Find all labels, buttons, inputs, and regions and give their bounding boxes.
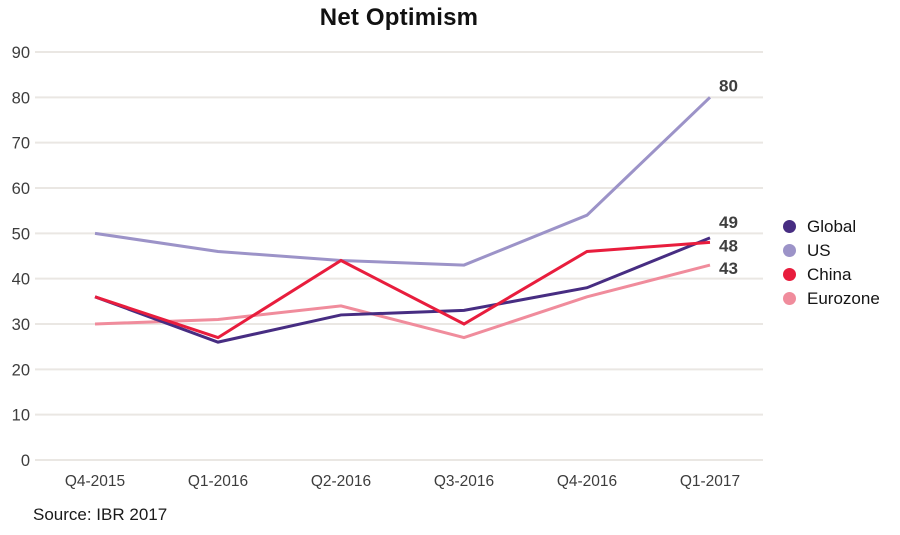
- y-tick-label: 60: [12, 180, 30, 198]
- x-tick-label: Q2-2016: [311, 473, 371, 490]
- legend-label-global: Global: [807, 216, 857, 236]
- end-value-label-global: 49: [719, 213, 738, 232]
- legend-label-us: US: [807, 240, 831, 260]
- legend-label-eurozone: Eurozone: [807, 288, 880, 308]
- x-tick-label: Q3-2016: [434, 473, 494, 490]
- series-line-global: [94, 236, 711, 344]
- y-tick-label: 20: [12, 361, 30, 379]
- end-value-label-us: 80: [719, 76, 738, 95]
- y-tick-label: 90: [12, 44, 30, 62]
- source-note: Source: IBR 2017: [33, 505, 168, 524]
- end-value-label-eurozone: 43: [719, 259, 738, 278]
- chart-title: Net Optimism: [319, 4, 479, 31]
- series-line-eurozone: [94, 263, 711, 340]
- x-tick-label: Q1-2016: [188, 473, 248, 490]
- legend-dot-global-icon: [783, 219, 796, 233]
- legend-item-us: US: [783, 238, 880, 262]
- y-tick-label: 30: [12, 316, 30, 334]
- y-tick-label: 70: [12, 135, 30, 153]
- y-tick-label: 0: [21, 452, 30, 470]
- legend-dot-us-icon: [783, 243, 796, 257]
- y-tick-label: 80: [12, 89, 30, 107]
- legend-item-eurozone: Eurozone: [783, 286, 880, 310]
- legend-item-global: Global: [783, 214, 880, 238]
- legend-label-china: China: [807, 264, 852, 284]
- x-tick-label: Q1-2017: [680, 473, 740, 490]
- y-tick-label: 50: [12, 225, 30, 243]
- legend-item-china: China: [783, 262, 880, 286]
- legend-dot-eurozone-icon: [783, 291, 796, 305]
- y-tick-label: 40: [12, 271, 30, 289]
- x-tick-label: Q4-2015: [65, 473, 125, 490]
- end-value-label-china: 48: [719, 236, 738, 255]
- x-tick-label: Q4-2016: [557, 473, 617, 490]
- series-line-china: [94, 240, 711, 340]
- y-tick-label: 10: [12, 407, 30, 425]
- series-line-us: [94, 96, 712, 267]
- legend: Global US China Eurozone: [783, 214, 880, 310]
- legend-dot-china-icon: [783, 267, 796, 281]
